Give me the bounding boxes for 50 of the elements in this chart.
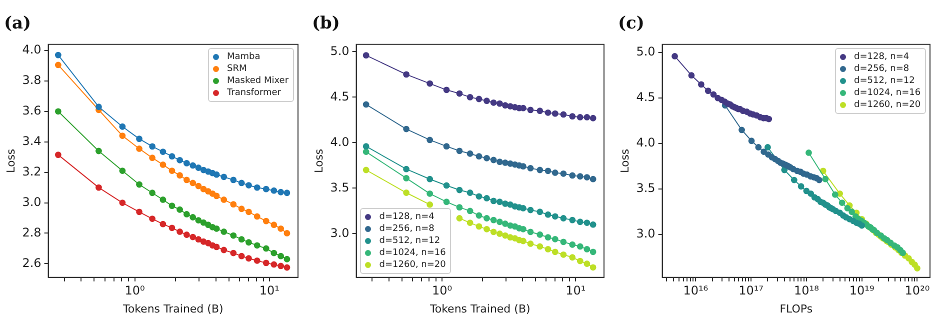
y-tick-label: 3.5 [636, 181, 656, 196]
x-tick-label: 10¹⁷ [738, 284, 764, 298]
x-tick-label: 10²⁰ [904, 284, 930, 298]
x-tick-label: 10⁰ [432, 284, 452, 298]
legend-label: d=512, n=12 [854, 75, 915, 88]
y-tick-label: 5.0 [330, 44, 350, 58]
x-tick-label: 10¹⁸ [794, 284, 820, 298]
legend-label: d=512, n=12 [379, 235, 440, 248]
y-tick-label: 3.6 [22, 104, 42, 118]
legend-label: Masked Mixer [227, 75, 289, 88]
legend-label: d=1024, n=16 [379, 247, 446, 260]
y-tick-label: 5.0 [636, 44, 656, 59]
legend-label: d=1260, n=20 [379, 259, 446, 272]
y-axis-title: Loss [4, 148, 18, 173]
y-tick-label: 3.2 [22, 164, 42, 178]
legend-label: d=256, n=8 [854, 63, 910, 76]
legend-label: SRM [227, 63, 247, 76]
y-tick-label: 4.0 [22, 42, 42, 57]
legend-label: d=256, n=8 [379, 223, 434, 236]
x-tick-label: 10¹⁶ [683, 284, 708, 298]
x-tick-label: 10¹⁹ [849, 284, 874, 298]
y-tick-label: 2.8 [22, 225, 42, 240]
y-tick-label: 3.4 [22, 134, 42, 148]
x-tick-label: 10⁰ [124, 284, 145, 298]
legend-label: d=128, n=4 [379, 211, 434, 224]
legend-label: Transformer [227, 87, 282, 100]
legend-label: d=128, n=4 [854, 51, 910, 64]
y-tick-label: 4.5 [636, 90, 656, 104]
y-tick-label: 2.6 [22, 256, 42, 270]
x-axis-title: Tokens Trained (B) [122, 302, 224, 316]
y-axis-title: Loss [312, 148, 326, 173]
legend-label: Mamba [227, 51, 260, 64]
y-tick-label: 3.0 [330, 226, 350, 240]
x-axis-title: Tokens Trained (B) [428, 302, 530, 316]
legend-label: d=1024, n=16 [854, 87, 921, 100]
x-tick-label: 10¹ [259, 284, 280, 298]
y-tick-label: 4.5 [330, 89, 350, 104]
y-tick-label: 4.0 [330, 134, 350, 149]
x-axis-title: FLOPs [780, 302, 813, 316]
y-tick-label: 4.0 [636, 136, 656, 150]
chart-title: (a) [4, 14, 32, 34]
y-axis-title: Loss [618, 148, 632, 173]
legend-label: d=1260, n=20 [854, 99, 921, 112]
y-tick-label: 3.0 [22, 194, 42, 209]
y-tick-label: 3.8 [22, 73, 42, 88]
chart-title: (c) [618, 14, 644, 34]
y-tick-label: 3.0 [636, 226, 656, 241]
y-tick-label: 3.5 [330, 180, 350, 194]
x-tick-label: 10¹ [566, 284, 586, 298]
chart-title: (b) [312, 14, 340, 34]
